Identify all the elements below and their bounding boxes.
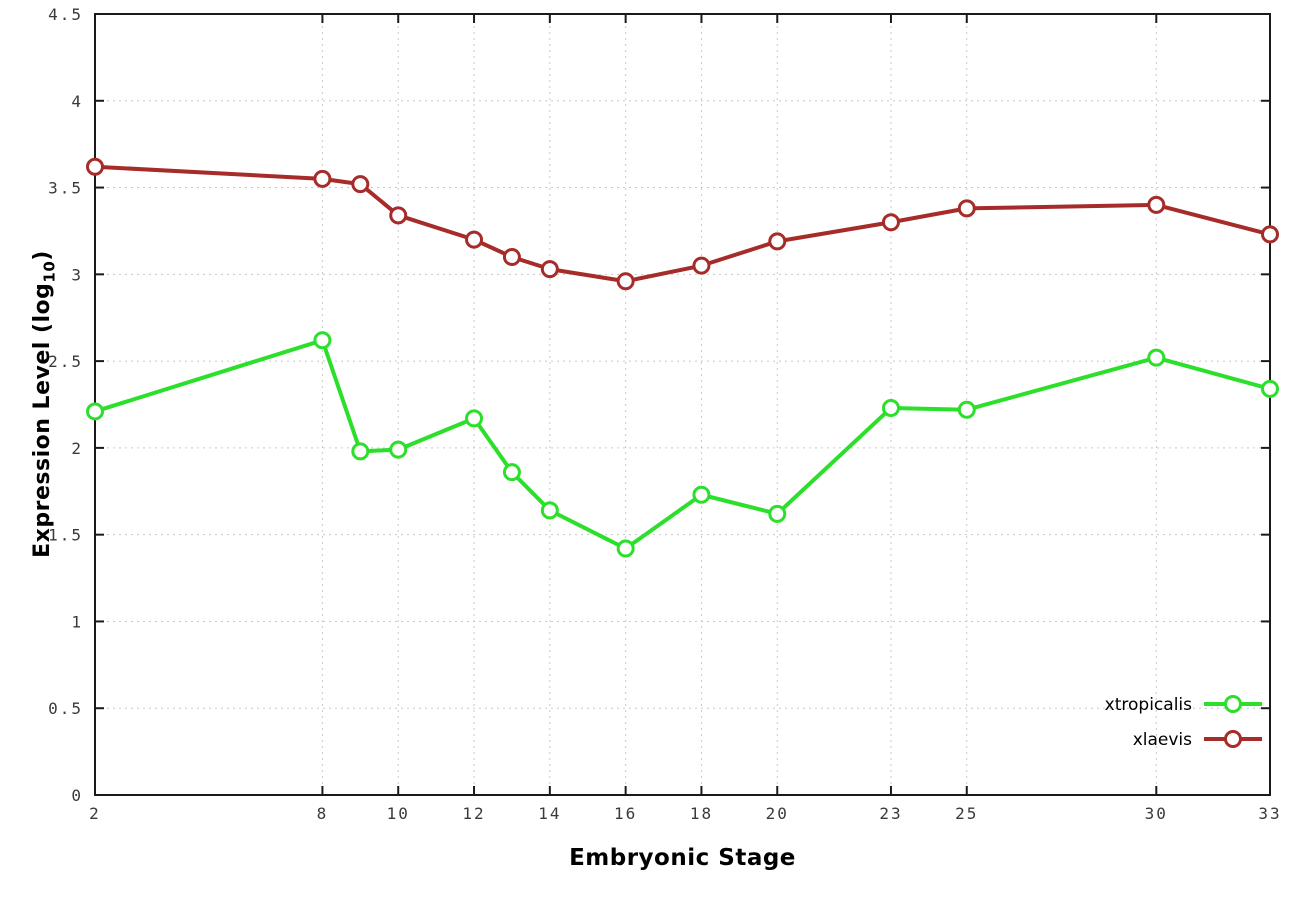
y-axis-title-subscript: 10 — [40, 260, 59, 283]
data-point-marker — [86, 157, 104, 176]
y-tick-label: 0.5 — [48, 699, 83, 718]
data-point-marker — [389, 440, 408, 459]
data-point-marker — [881, 213, 900, 232]
legend-label-xtropicalis: xtropicalis — [1105, 695, 1192, 715]
y-axis-title: Expression Level (log10) — [30, 250, 58, 558]
x-tick-label: 8 — [317, 804, 329, 823]
x-tick-label: 16 — [614, 804, 637, 823]
data-point-marker — [465, 230, 484, 249]
x-tick-label: 25 — [955, 804, 978, 823]
data-point-marker — [1147, 195, 1166, 214]
legend-marker-sample — [1224, 695, 1242, 713]
y-tick-label: 3.5 — [48, 179, 83, 198]
y-tick-label: 2 — [71, 439, 83, 458]
series-line — [93, 338, 1272, 551]
data-point-marker — [313, 331, 332, 350]
data-point-marker — [313, 169, 332, 188]
data-point-marker — [1261, 225, 1279, 244]
gridlines — [94, 13, 1271, 796]
series-xtropicalis — [86, 331, 1279, 558]
data-point-marker — [1261, 379, 1279, 398]
x-tick-label: 2 — [89, 804, 101, 823]
x-tick-label: 18 — [690, 804, 713, 823]
data-point-marker — [502, 247, 521, 266]
data-point-marker — [540, 260, 559, 279]
data-point-marker — [351, 175, 370, 194]
data-point-marker — [881, 398, 900, 417]
x-tick-label: 23 — [879, 804, 902, 823]
data-point-marker — [692, 256, 711, 275]
x-tick-labels: 2 8 10 12 14 16 18 20 23 25 30 33 — [89, 804, 1281, 823]
data-point-marker — [768, 232, 787, 251]
data-point-marker — [351, 442, 370, 461]
y-tick-label: 3 — [71, 265, 83, 284]
data-point-marker — [502, 463, 521, 482]
data-point-marker — [389, 206, 408, 225]
y-tick-label: 2.5 — [48, 352, 83, 371]
series-xlaevis — [86, 157, 1279, 291]
data-point-marker — [616, 539, 635, 558]
y-axis-title-close: ) — [30, 250, 55, 261]
data-point-marker — [616, 272, 635, 291]
y-tick-label: 1 — [71, 612, 83, 631]
x-tick-label: 14 — [538, 804, 561, 823]
data-point-marker — [465, 409, 484, 428]
y-axis-title-text: Expression Level (log — [30, 282, 55, 558]
x-tick-label: 10 — [387, 804, 410, 823]
data-point-marker — [692, 485, 711, 504]
data-point-marker — [957, 400, 976, 419]
y-tick-label: 1.5 — [48, 526, 83, 545]
x-tick-label: 30 — [1145, 804, 1168, 823]
data-point-marker — [540, 501, 559, 520]
y-tick-label: 0 — [71, 786, 83, 805]
series-line — [93, 164, 1272, 284]
legend-label-xlaevis: xlaevis — [1133, 730, 1192, 750]
x-tick-label: 33 — [1258, 804, 1281, 823]
data-point-marker — [1147, 348, 1166, 367]
y-tick-label: 4.5 — [48, 5, 83, 24]
legend-marker-sample — [1224, 730, 1242, 748]
data-point-marker — [957, 199, 976, 218]
plot-border — [94, 13, 1271, 796]
y-tick-label: 4 — [71, 92, 83, 111]
legend: xtropicalis xlaevis — [1105, 695, 1262, 750]
x-tick-label: 12 — [462, 804, 485, 823]
x-axis-title: Embryonic Stage — [569, 845, 796, 871]
data-point-marker — [86, 402, 104, 421]
y-tick-labels: 0 0.5 1 1.5 2 2.5 3 3.5 4 4.5 — [48, 5, 83, 805]
data-point-marker — [768, 504, 787, 523]
tick-marks — [94, 13, 1271, 796]
x-tick-label: 20 — [766, 804, 789, 823]
